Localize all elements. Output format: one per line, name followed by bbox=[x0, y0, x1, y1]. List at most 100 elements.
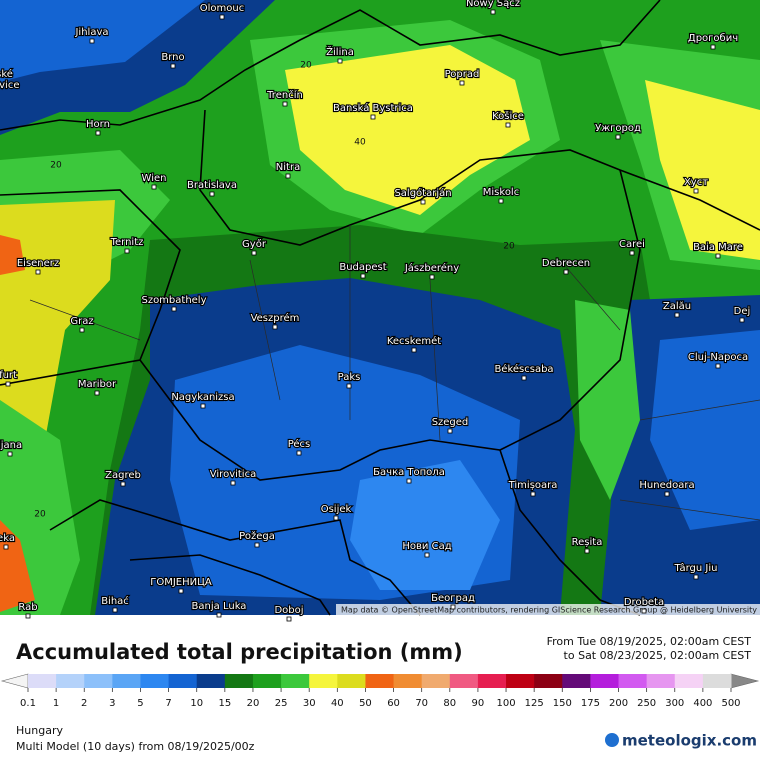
colorbar-arrow-right bbox=[730, 673, 760, 689]
city-label: Wien bbox=[142, 173, 167, 184]
colorbar-swatch bbox=[224, 674, 254, 688]
city-dot bbox=[563, 269, 569, 275]
city-dot bbox=[151, 184, 157, 190]
city-dot bbox=[674, 312, 680, 318]
city-dot bbox=[209, 191, 215, 197]
border bbox=[0, 0, 661, 131]
city-label: Bihać bbox=[101, 595, 129, 607]
city-dot bbox=[629, 250, 635, 256]
period-from: From Tue 08/19/2025, 02:00am CEST bbox=[547, 635, 752, 648]
city-label: Nitra bbox=[276, 162, 300, 173]
colorbar-arrow-left bbox=[0, 673, 29, 689]
city-label: Дрогобич bbox=[688, 33, 738, 44]
city-dot bbox=[171, 306, 177, 312]
period-to: to Sat 08/23/2025, 02:00am CEST bbox=[564, 649, 752, 662]
city-dot bbox=[79, 327, 85, 333]
city-dot bbox=[3, 544, 9, 550]
colorbar-swatch bbox=[309, 674, 338, 688]
city-label: Doboj bbox=[274, 605, 303, 616]
colorbar-swatch bbox=[506, 674, 535, 688]
title: Accumulated total precipitation (mm) bbox=[16, 640, 463, 664]
city-dot bbox=[715, 253, 721, 259]
city-label: Baia Mare bbox=[693, 242, 743, 253]
city-label: Dej bbox=[734, 306, 751, 317]
colorbar-label: 20 bbox=[247, 698, 260, 709]
colorbar-swatch bbox=[477, 674, 507, 688]
city-layer: Olomouc Jihlava Brno Nowy Sącz Žilina Poprad Д… bbox=[0, 0, 751, 622]
city-label: Pécs bbox=[288, 438, 311, 450]
colorbar-swatch bbox=[534, 674, 563, 688]
city-label: Zagreb bbox=[105, 470, 141, 481]
contour-label: 20 bbox=[50, 161, 62, 171]
city-label: Horn bbox=[86, 119, 110, 130]
city-dot bbox=[360, 273, 366, 279]
city-label: Nowy Sącz bbox=[466, 0, 520, 9]
colorbar-label: 0.1 bbox=[20, 698, 36, 709]
city-label: Banja Luka bbox=[192, 601, 247, 612]
city-dot bbox=[230, 480, 236, 486]
colorbar-label: 125 bbox=[525, 698, 544, 709]
city-label: Győr bbox=[242, 238, 267, 250]
city-label: Paks bbox=[338, 372, 361, 383]
colorbar-label: 60 bbox=[387, 698, 400, 709]
city-label: Rab bbox=[18, 602, 37, 613]
city-dot bbox=[406, 478, 412, 484]
colorbar-label: 175 bbox=[581, 698, 600, 709]
city-label: ГОМЈЕНИЦА bbox=[150, 577, 212, 588]
city-dot bbox=[346, 383, 352, 389]
colorbar-label: 500 bbox=[721, 698, 740, 709]
city-label: furt bbox=[0, 370, 17, 381]
city-label: Нови Сад bbox=[402, 541, 451, 552]
brand-icon bbox=[605, 733, 619, 747]
city-label: Košice bbox=[492, 110, 524, 122]
city-dot bbox=[498, 198, 504, 204]
city-label: Miskolc bbox=[483, 187, 519, 198]
contour-label: 20 bbox=[300, 61, 312, 71]
city-label: Graz bbox=[70, 316, 93, 327]
city-label: Reșita bbox=[572, 537, 603, 548]
area bbox=[650, 330, 760, 530]
city-label: Szeged bbox=[432, 417, 469, 428]
city-dot bbox=[124, 248, 130, 254]
city-label: České bbox=[0, 67, 13, 80]
city-label: Poprad bbox=[445, 69, 480, 80]
city-dot bbox=[459, 80, 465, 86]
city-dot bbox=[530, 491, 536, 497]
city-dot bbox=[715, 363, 721, 369]
colorbar-swatch bbox=[393, 674, 423, 688]
region-line bbox=[29, 225, 760, 521]
colorbar-swatch bbox=[196, 674, 226, 688]
city-dot bbox=[219, 14, 225, 20]
city-dot bbox=[200, 403, 206, 409]
region: Hungary bbox=[16, 724, 63, 737]
colorbar-label: 30 bbox=[303, 698, 316, 709]
city-label: Budapest bbox=[339, 262, 386, 273]
colorbar-swatch bbox=[84, 674, 113, 688]
city-label: Osijek bbox=[321, 504, 352, 515]
city-dot bbox=[272, 324, 278, 330]
city-label: Carei bbox=[619, 239, 645, 250]
colorbar-swatch bbox=[112, 674, 141, 688]
colorbar-swatch bbox=[590, 674, 620, 688]
city-dot bbox=[25, 613, 31, 619]
colorbar-label: 5 bbox=[137, 698, 143, 709]
city-dot bbox=[450, 604, 456, 610]
city-dot bbox=[420, 199, 426, 205]
brand[interactable]: meteologix.com bbox=[622, 732, 757, 750]
colorbar-swatch bbox=[449, 674, 479, 688]
city-dot bbox=[490, 9, 496, 15]
area bbox=[0, 520, 35, 612]
city-label: Хуст bbox=[684, 177, 708, 188]
city-label: eka bbox=[0, 533, 15, 544]
colorbar-label: 1 bbox=[53, 698, 59, 709]
colorbar-label: 400 bbox=[693, 698, 712, 709]
colorbar-swatch bbox=[674, 674, 704, 688]
city-label: Eisenerz bbox=[17, 258, 59, 269]
city-dot bbox=[7, 451, 13, 457]
model-info: Multi Model (10 days) from 08/19/2025/00… bbox=[16, 740, 255, 753]
city-dot bbox=[296, 450, 302, 456]
map: Map data © OpenStreetMap contributors, r… bbox=[0, 0, 760, 616]
city-label: Zalău bbox=[663, 301, 691, 312]
city-label: Timișoara bbox=[508, 480, 558, 491]
city-label: Olomouc bbox=[200, 3, 244, 14]
